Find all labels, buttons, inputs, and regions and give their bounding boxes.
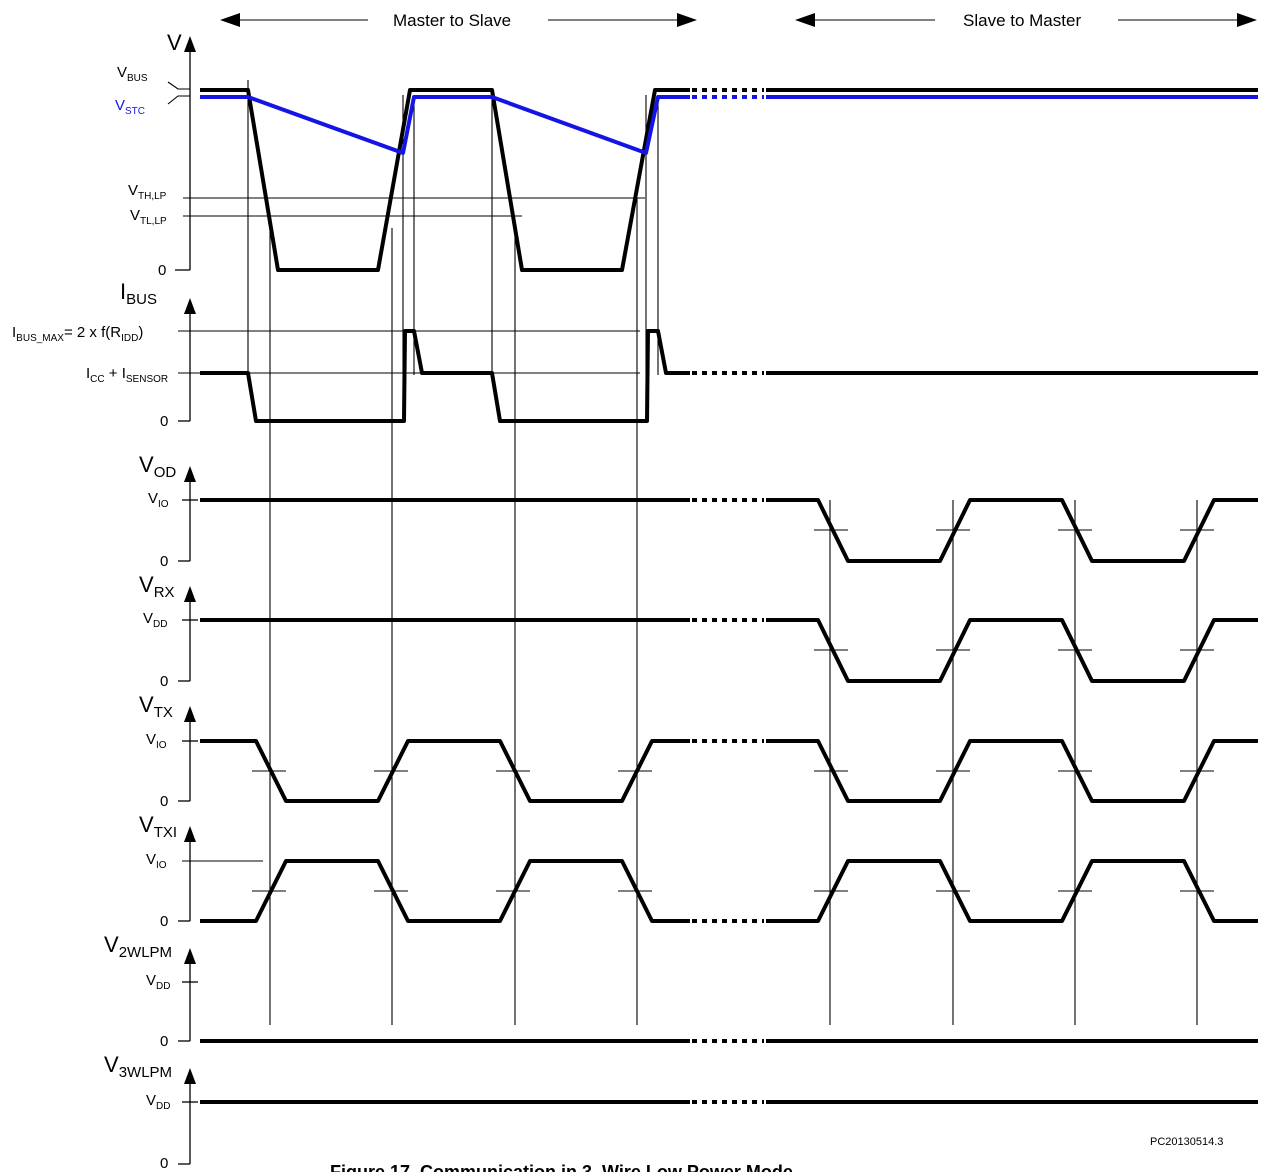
slave-to-master-label: Slave to Master <box>963 11 1081 30</box>
ibus-zero-label: 0 <box>160 413 168 430</box>
v-th-lp-label: VTH,LP <box>128 182 167 202</box>
v-tl-lp-label: VTL,LP <box>130 207 167 227</box>
v-bus-label: VBUS <box>117 64 148 84</box>
panel-ibus: IBUS IBUS_MAX= 2 x f(RIDD) ICC + ISENSOR… <box>12 279 1258 430</box>
v-stc-label: VSTC <box>115 97 145 117</box>
master-to-slave-label: Master to Slave <box>393 11 511 30</box>
panel-v: V VBUS VSTC VTH,LP VTL,LP 0 <box>115 30 1258 279</box>
vrx-axis-label: VRX <box>139 572 175 601</box>
vod-axis-label: VOD <box>139 452 176 481</box>
vrx-high-label: VDD <box>143 610 167 630</box>
v2wlpm-high-label: VDD <box>146 972 170 992</box>
vtx-axis-label: VTX <box>139 692 173 721</box>
vod-high-label: VIO <box>148 490 169 510</box>
v2wlpm-zero-label: 0 <box>160 1033 168 1050</box>
ibus-axis-label: IBUS <box>120 279 157 308</box>
v-stc-waveform <box>200 95 690 155</box>
ibus-max-label: IBUS_MAX= 2 x f(RIDD) <box>12 324 143 344</box>
figure-caption: Figure 17. Communication in 3–Wire Low P… <box>330 1162 793 1172</box>
vtx-zero-label: 0 <box>160 793 168 810</box>
vtxi-axis-label: VTXI <box>139 812 177 841</box>
panel-v3wlpm: V3WLPM VDD 0 <box>104 1052 1258 1172</box>
vtxi-zero-label: 0 <box>160 913 168 930</box>
v-bus-waveform <box>200 88 690 272</box>
v-zero-label: 0 <box>158 262 166 279</box>
v3wlpm-high-label: VDD <box>146 1092 170 1112</box>
ibus-waveform <box>200 329 690 423</box>
v3wlpm-zero-label: 0 <box>160 1155 168 1172</box>
vtxi-high-label: VIO <box>146 851 167 871</box>
panel-vtx: VTX VIO 0 <box>139 692 1258 810</box>
master-to-slave-span: Master to Slave <box>220 11 697 30</box>
figure-code: PC20130514.3 <box>1150 1136 1223 1148</box>
vtx-high-label: VIO <box>146 731 167 751</box>
v-axis-label: V <box>167 30 182 55</box>
vod-zero-label: 0 <box>160 553 168 570</box>
icc-isensor-label: ICC + ISENSOR <box>86 365 168 385</box>
v3wlpm-axis-label: V3WLPM <box>104 1052 172 1081</box>
alignment-lines <box>247 80 1198 1025</box>
v2wlpm-axis-label: V2WLPM <box>104 932 172 961</box>
panel-vrx: VRX VDD 0 <box>139 572 1258 690</box>
panel-vtxi: VTXI VIO 0 <box>139 812 1258 930</box>
panel-v2wlpm: V2WLPM VDD 0 <box>104 932 1258 1050</box>
panel-vod: VOD VIO 0 <box>139 452 1258 570</box>
vrx-zero-label: 0 <box>160 673 168 690</box>
slave-to-master-span: Slave to Master <box>795 11 1257 30</box>
